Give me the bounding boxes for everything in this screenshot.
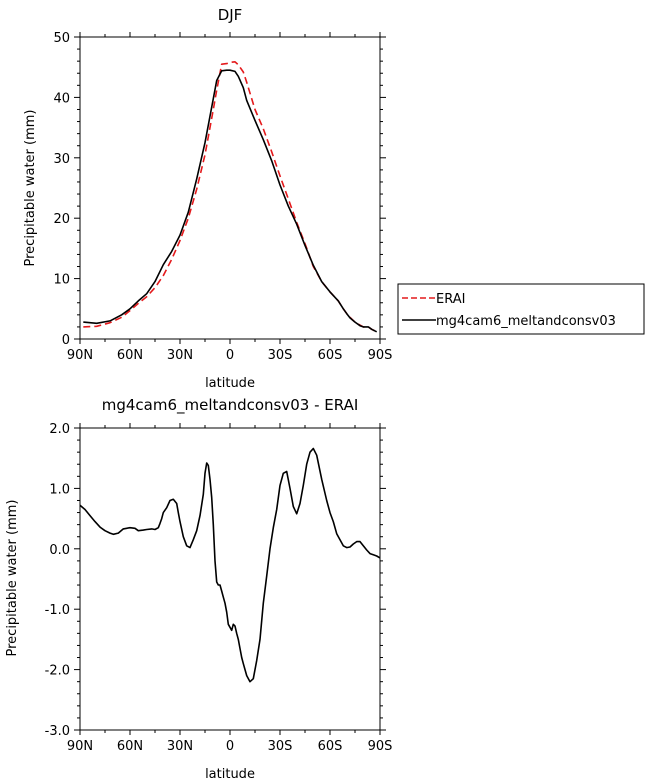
legend: ERAI mg4cam6_meltandconsv03 [397, 283, 645, 335]
mg4cam6-meltandconsv03-series-line [83, 69, 378, 333]
series-layer [83, 60, 378, 333]
precipitable-water-panel: DJF Precipitable water (mm) latitude 90N… [23, 6, 392, 391]
x-tick-label: 30S [268, 348, 293, 363]
y-tick-labels: 0 10 20 30 40 50 [53, 31, 70, 348]
y-axis-label: Precipitable water (mm) [5, 500, 20, 657]
y-tick-label: 2.0 [49, 422, 70, 437]
y-tick-label: 1.0 [49, 482, 70, 497]
y-tick-label: -1.0 [45, 603, 70, 618]
x-tick-label: 90S [368, 348, 393, 363]
tick-marks [74, 423, 386, 735]
y-tick-label: -2.0 [45, 664, 70, 679]
x-tick-label: 30N [167, 348, 193, 363]
y-tick-label: 40 [53, 91, 70, 106]
y-tick-label: 20 [53, 212, 70, 227]
difference-series-line [79, 447, 381, 683]
x-tick-label: 60N [117, 348, 143, 363]
y-tick-label: 50 [53, 31, 70, 46]
legend-box [397, 283, 645, 335]
x-tick-label: 90S [368, 739, 393, 754]
y-tick-label: -3.0 [45, 724, 70, 739]
x-tick-label: 0 [226, 348, 234, 363]
y-tick-label: 10 [53, 273, 70, 288]
x-tick-labels: 90N 60N 30N 0 30S 60S 90S [67, 348, 393, 363]
difference-panel: mg4cam6_meltandconsv03 - ERAI Precipitab… [5, 396, 392, 782]
panel-title: mg4cam6_meltandconsv03 - ERAI [102, 396, 359, 415]
x-tick-label: 30S [268, 739, 293, 754]
x-tick-labels: 90N 60N 30N 0 30S 60S 90S [67, 739, 393, 754]
x-tick-label: 30N [167, 739, 193, 754]
series-layer [79, 447, 381, 683]
x-tick-label: 90N [67, 348, 93, 363]
legend-label-erai: ERAI [436, 292, 465, 307]
x-tick-label: 60S [318, 348, 343, 363]
x-axis-label: latitude [205, 767, 255, 782]
y-tick-label: 0.0 [49, 543, 70, 558]
x-tick-label: 0 [226, 739, 234, 754]
y-tick-label: 30 [53, 152, 70, 167]
x-tick-label: 60S [318, 739, 343, 754]
tick-marks [74, 32, 386, 344]
legend-label-model: mg4cam6_meltandconsv03 [436, 314, 616, 329]
y-tick-label: 0 [62, 333, 70, 348]
x-tick-label: 60N [117, 739, 143, 754]
panel-title: DJF [218, 6, 243, 24]
x-tick-label: 90N [67, 739, 93, 754]
y-tick-labels: -3.0 -2.0 -1.0 0.0 1.0 2.0 [45, 422, 70, 739]
x-axis-label: latitude [205, 376, 255, 391]
y-axis-label: Precipitable water (mm) [23, 110, 38, 267]
